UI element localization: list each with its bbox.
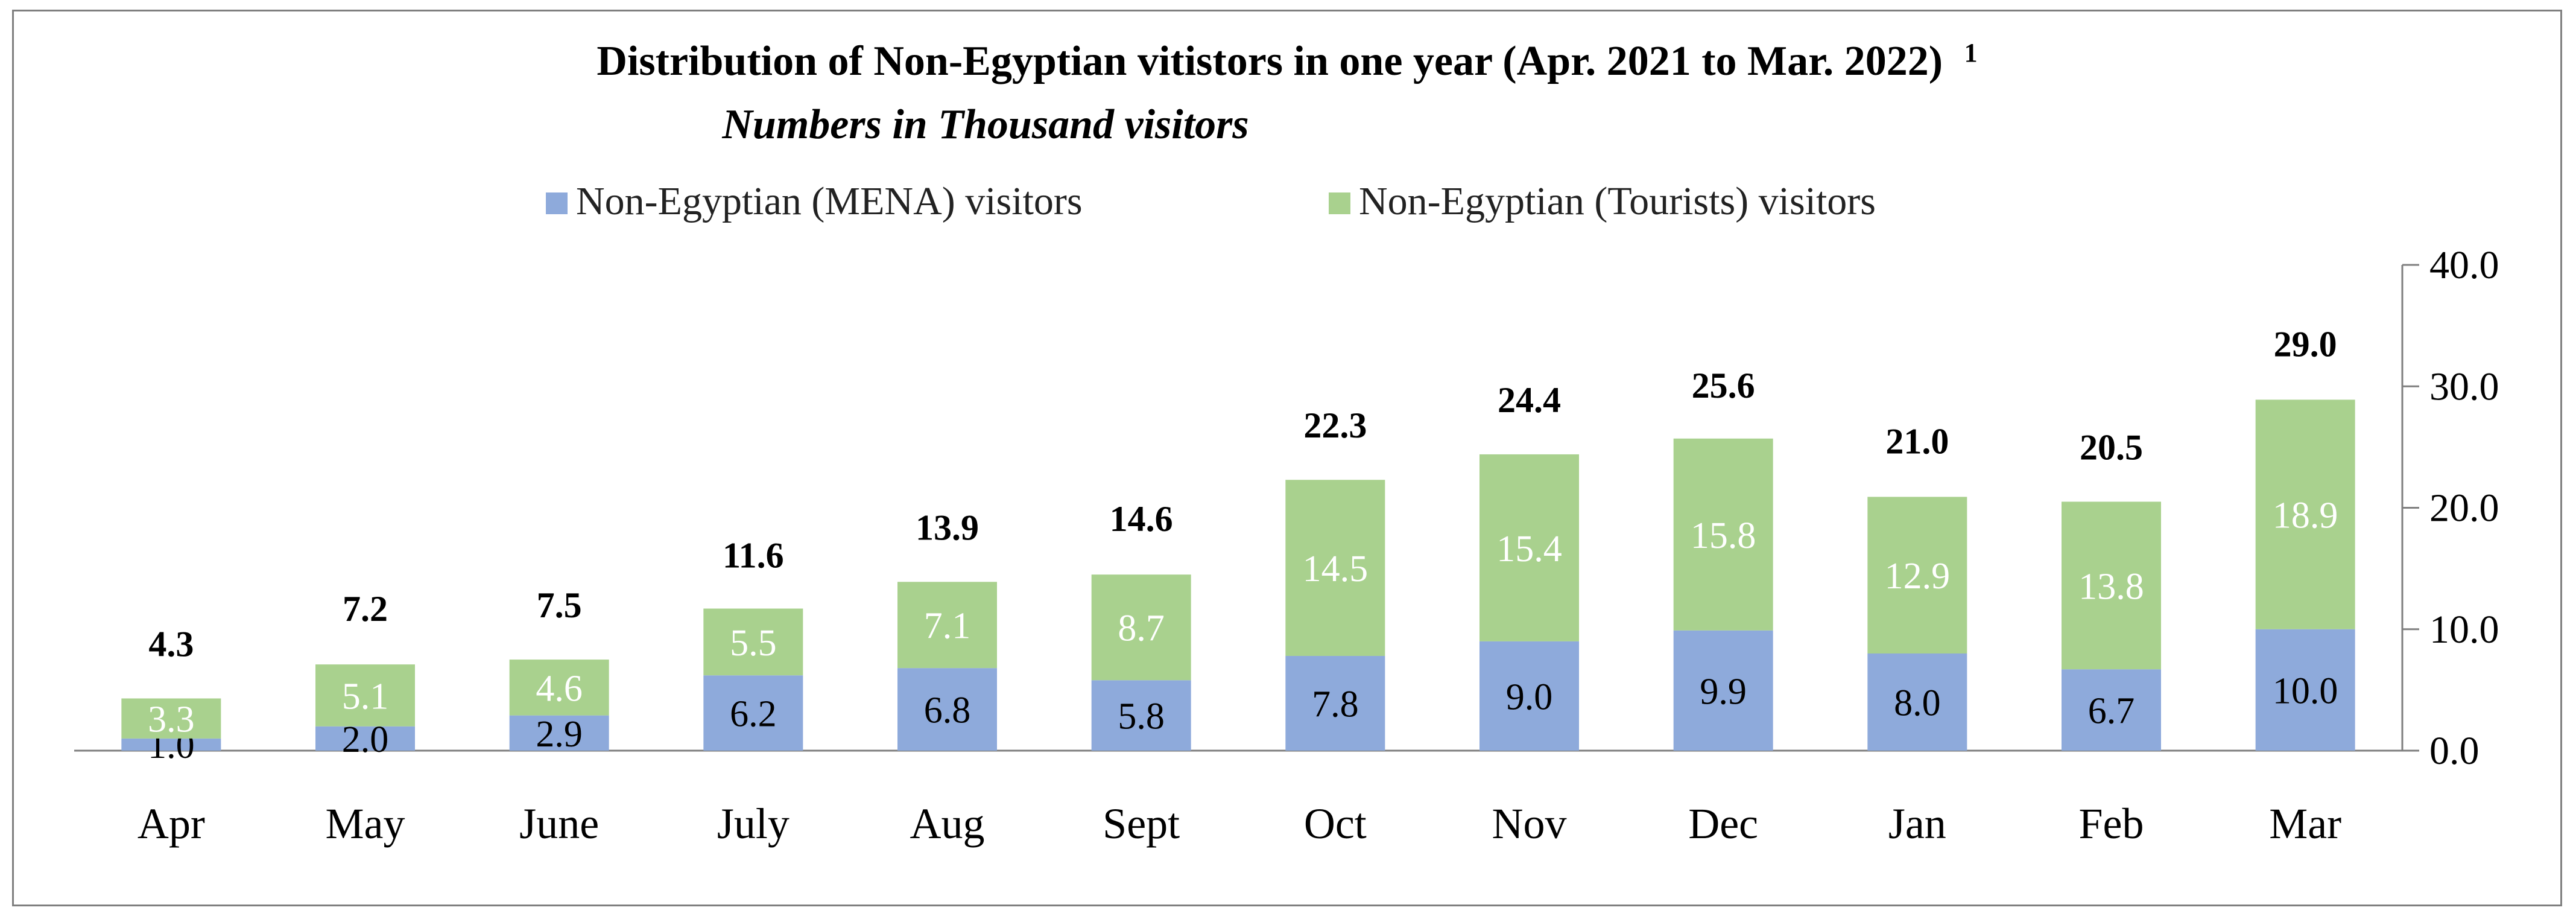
bars-group: 1.03.34.32.05.17.22.94.67.56.25.511.66.8… xyxy=(121,324,2355,766)
legend-label-mena: Non-Egyptian (MENA) visitors xyxy=(576,179,1083,223)
x-tick-label-jan: Jan xyxy=(1888,800,1946,848)
bar-mena-dec xyxy=(1673,630,1773,751)
bar-tourists-mar xyxy=(2255,399,2355,629)
y-tick-label: 20.0 xyxy=(2429,486,2499,530)
legend-label-tourists: Non-Egyptian (Tourists) visitors xyxy=(1359,179,1876,223)
value-label-mena-dec: 9.9 xyxy=(1700,671,1747,712)
value-label-tourists-dec: 15.8 xyxy=(1691,515,1756,556)
value-label-tourists-june: 4.6 xyxy=(536,668,583,709)
value-label-mena-aug: 6.8 xyxy=(924,690,971,731)
chart-title: Distribution of Non-Egyptian vitistors i… xyxy=(597,38,1977,84)
x-tick-label-apr: Apr xyxy=(138,800,205,848)
bar-mena-nov xyxy=(1479,641,1579,751)
x-tick-label-july: July xyxy=(717,800,790,848)
bar-tourists-aug xyxy=(897,582,997,669)
value-label-mena-jan: 8.0 xyxy=(1894,683,1941,724)
bar-mena-oct xyxy=(1285,656,1385,751)
x-tick-label-mar: Mar xyxy=(2269,800,2341,848)
total-label-oct: 22.3 xyxy=(1303,405,1367,445)
bar-tourists-july xyxy=(703,608,803,676)
value-label-tourists-oct: 14.5 xyxy=(1303,549,1369,590)
legend-swatch-tourists xyxy=(1329,192,1350,214)
y-tick-label: 30.0 xyxy=(2429,364,2499,409)
value-label-tourists-may: 5.1 xyxy=(342,676,389,717)
total-label-aug: 13.9 xyxy=(916,507,979,547)
x-tick-label-oct: Oct xyxy=(1304,800,1367,848)
bar-tourists-may xyxy=(315,664,415,727)
chart-title-footnote: 1 xyxy=(1964,38,1978,68)
y-tick-label: 40.0 xyxy=(2429,243,2499,287)
x-tick-label-june: June xyxy=(519,800,599,848)
total-label-july: 11.6 xyxy=(723,536,784,576)
chart-svg: Distribution of Non-Egyptian vitistors i… xyxy=(74,38,2499,848)
value-label-tourists-jan: 12.9 xyxy=(1885,556,1951,597)
bar-tourists-oct xyxy=(1285,480,1385,657)
x-axis-labels: Apr May June July Aug Sept Oct Nov Dec Jan Feb Mar xyxy=(138,800,2341,848)
total-label-nov: 24.4 xyxy=(1498,380,1561,420)
value-label-mena-feb: 6.7 xyxy=(2088,691,2135,732)
x-tick-label-feb: Feb xyxy=(2079,800,2144,848)
bar-mena-feb xyxy=(2062,669,2161,751)
total-label-sept: 14.6 xyxy=(1110,499,1173,539)
value-label-tourists-apr: 3.3 xyxy=(148,699,195,740)
total-label-feb: 20.5 xyxy=(2080,427,2143,467)
legend: Non-Egyptian (MENA) visitors Non-Egyptia… xyxy=(546,179,1876,223)
value-label-mena-oct: 7.8 xyxy=(1312,684,1359,725)
value-label-tourists-feb: 13.8 xyxy=(2078,566,2144,607)
bar-mena-july xyxy=(703,675,803,751)
bar-tourists-sept xyxy=(1091,574,1191,681)
value-label-tourists-nov: 15.4 xyxy=(1496,529,1562,570)
value-label-tourists-sept: 8.7 xyxy=(1118,608,1165,649)
bar-tourists-feb xyxy=(2062,501,2161,670)
chart-subtitle: Numbers in Thousand visitors xyxy=(721,101,1248,148)
total-label-apr: 4.3 xyxy=(148,624,194,664)
value-label-tourists-aug: 7.1 xyxy=(924,606,971,647)
bar-tourists-dec xyxy=(1673,438,1773,631)
value-label-tourists-july: 5.5 xyxy=(730,623,777,664)
value-label-mena-sept: 5.8 xyxy=(1118,696,1165,737)
bar-mena-aug xyxy=(897,668,997,751)
total-label-may: 7.2 xyxy=(343,589,388,629)
value-label-mena-july: 6.2 xyxy=(730,694,777,735)
y-axis-ticks: 0.0 10.0 20.0 30.0 40.0 xyxy=(2402,243,2499,773)
bar-mena-apr xyxy=(121,738,221,751)
x-tick-label-aug: Aug xyxy=(910,800,985,848)
x-tick-label-may: May xyxy=(326,800,405,848)
value-label-mena-mar: 10.0 xyxy=(2273,670,2338,711)
bar-mena-may xyxy=(315,726,415,751)
total-label-june: 7.5 xyxy=(537,585,582,625)
y-tick-label: 0.0 xyxy=(2429,729,2479,773)
value-label-mena-june: 2.9 xyxy=(536,714,583,755)
bar-mena-jan xyxy=(1867,653,1967,751)
chart-frame: Distribution of Non-Egyptian vitistors i… xyxy=(12,10,2562,906)
bar-tourists-nov xyxy=(1479,454,1579,641)
x-tick-label-nov: Nov xyxy=(1492,800,1567,848)
bar-tourists-apr xyxy=(121,698,221,739)
bar-mena-mar xyxy=(2255,629,2355,751)
x-tick-label-dec: Dec xyxy=(1688,800,1758,848)
value-label-tourists-mar: 18.9 xyxy=(2273,495,2338,536)
bar-mena-sept xyxy=(1091,680,1191,751)
total-label-dec: 25.6 xyxy=(1692,366,1755,405)
legend-swatch-mena xyxy=(546,192,568,214)
total-label-jan: 21.0 xyxy=(1885,421,1949,461)
bar-tourists-jan xyxy=(1867,497,1967,653)
value-label-mena-nov: 9.0 xyxy=(1506,676,1553,717)
x-tick-label-sept: Sept xyxy=(1103,800,1180,848)
bar-tourists-june xyxy=(509,660,609,716)
y-tick-label: 10.0 xyxy=(2429,608,2499,652)
chart-title-text: Distribution of Non-Egyptian vitistors i… xyxy=(597,38,1943,84)
bar-mena-june xyxy=(509,715,609,751)
total-label-mar: 29.0 xyxy=(2274,324,2337,364)
